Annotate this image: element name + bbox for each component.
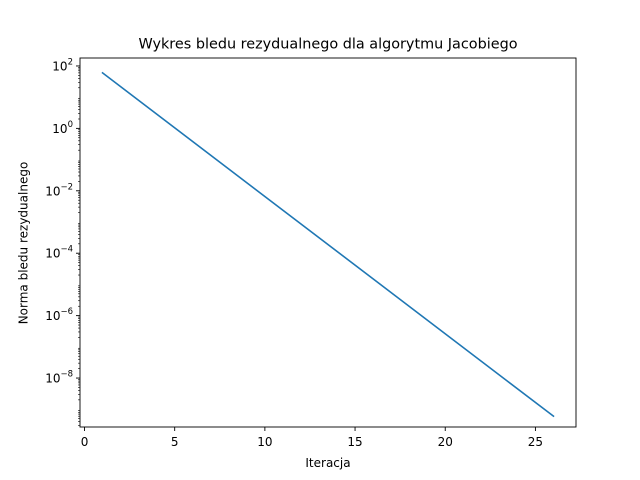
y-tick-label: 10−4 (45, 245, 73, 261)
series-layer (101, 71, 555, 418)
x-tick-label: 20 (438, 435, 453, 449)
series-line-1 (101, 71, 555, 418)
y-tick-label: 102 (52, 57, 73, 73)
chart-title: Wykres bledu rezydualnego dla algorytmu … (138, 37, 517, 53)
y-tick-label: 10−2 (45, 182, 73, 198)
x-axis-ticks: 0 5 10 15 20 25 (81, 427, 543, 449)
y-tick-label: 10−6 (45, 307, 73, 323)
x-tick-label: 0 (81, 435, 89, 449)
x-axis-label: Iteracja (305, 456, 350, 470)
y-tick-label: 10−8 (45, 370, 73, 386)
x-tick-label: 5 (171, 435, 179, 449)
x-tick-label: 25 (528, 435, 543, 449)
x-tick-label: 10 (257, 435, 272, 449)
y-axis-ticks: 102 100 10−2 10−4 10−6 10−8 (45, 57, 80, 426)
y-tick-label: 100 (52, 120, 73, 136)
x-tick-label: 15 (347, 435, 362, 449)
y-axis-label: Norma bledu rezydualnego (17, 162, 31, 325)
